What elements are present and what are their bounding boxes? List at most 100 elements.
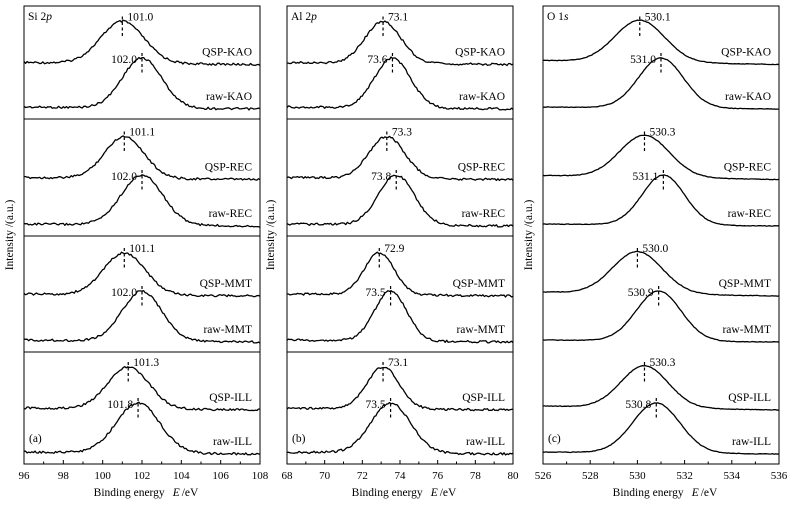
series-label: QSP-REC xyxy=(724,162,772,174)
peak-value-label: 102.0 xyxy=(111,54,137,66)
spectrum-line-qsp-ill xyxy=(286,366,514,412)
series-label: raw-MMT xyxy=(203,324,252,336)
spectrum-line-qsp-kao xyxy=(543,19,780,66)
series-label: QSP-MMT xyxy=(453,278,505,290)
spectrum-line-raw-kao xyxy=(23,56,261,111)
peak-value-label: 73.6 xyxy=(367,54,387,66)
spectrum-line-qsp-ill xyxy=(543,364,780,411)
series-label: raw-ILL xyxy=(213,436,252,448)
peak-value-label: 102.0 xyxy=(111,171,137,183)
panel-title: Si 2p xyxy=(28,11,52,23)
x-tick-label: 534 xyxy=(724,470,741,482)
series-label: raw-REC xyxy=(462,208,506,220)
x-axis-label-text: Binding energy xyxy=(352,487,423,499)
panel-b: 68 70 72 74 76 78 80 Binding energy E/eV Intensit… xyxy=(265,5,520,499)
x-tick-label: 68 xyxy=(282,470,294,482)
series-label: QSP-MMT xyxy=(200,278,252,290)
spectrum-line-raw-rec xyxy=(23,174,261,228)
peak-value-label: 530.0 xyxy=(642,243,668,255)
spectrum-line-qsp-kao xyxy=(23,19,261,67)
y-axis-label: Intensity /(a.u.) xyxy=(4,200,16,271)
x-tick-label: 102 xyxy=(134,470,151,482)
series-label: QSP-MMT xyxy=(719,278,771,290)
spectrum-line-qsp-kao xyxy=(286,20,514,67)
spectrum-line-raw-rec xyxy=(542,174,779,227)
x-tick-label: 98 xyxy=(58,470,70,482)
panel-title-element: O 1 xyxy=(547,11,564,23)
x-tick-label: 526 xyxy=(535,470,552,482)
panel-title-orbital: p xyxy=(310,11,317,23)
spectrum-line-raw-mmt xyxy=(286,290,514,344)
peak-value-label: 531.1 xyxy=(632,171,658,183)
x-tick-label: 536 xyxy=(771,470,788,482)
peak-value-label: 101.3 xyxy=(133,357,159,369)
spectrum-line-qsp-mmt xyxy=(542,250,780,297)
spectrum-line-raw-kao xyxy=(542,57,779,110)
x-tick-label: 80 xyxy=(508,470,520,482)
x-tick-label: 104 xyxy=(173,470,190,482)
spectrum-line-qsp-rec xyxy=(286,135,514,182)
series-label: raw-KAO xyxy=(206,91,252,103)
x-axis-label-text: Binding energy xyxy=(94,487,165,499)
series-label: raw-REC xyxy=(209,208,253,220)
y-axis-label: Intensity /(a.u.) xyxy=(523,200,535,271)
peak-value-label: 73.1 xyxy=(388,12,408,24)
spectrum-line-raw-ill xyxy=(542,402,780,455)
x-tick-label: 530 xyxy=(629,470,646,482)
series-label: QSP-KAO xyxy=(721,47,771,59)
x-tick-label: 532 xyxy=(676,470,693,482)
panel-c: 526 528 530 532 534 536 Binding energy E/eV Inte… xyxy=(523,5,788,499)
x-tick-label: 108 xyxy=(252,470,269,482)
x-axis-label: Binding energy E/eV xyxy=(94,487,199,499)
series-label: raw-MMT xyxy=(722,324,771,336)
x-axis-label: Binding energy E/eV xyxy=(613,487,718,499)
series-label: raw-KAO xyxy=(459,91,505,103)
peak-value-label: 72.9 xyxy=(384,243,404,255)
peak-value-label: 530.3 xyxy=(649,127,675,139)
x-axis-label-symbol: E xyxy=(691,487,699,499)
peak-value-label: 530.9 xyxy=(628,287,654,299)
peak-value-label: 73.8 xyxy=(371,171,391,183)
panel-title-orbital: p xyxy=(45,11,52,23)
peak-value-label: 531.0 xyxy=(630,54,656,66)
series-label: QSP-ILL xyxy=(462,392,505,404)
peak-value-label: 73.3 xyxy=(392,127,412,139)
peak-value-label: 101.0 xyxy=(127,12,153,24)
x-tick-label: 106 xyxy=(212,470,229,482)
spectrum-line-qsp-mmt xyxy=(23,251,261,298)
spectrum-line-raw-rec xyxy=(286,174,514,228)
x-tick-label: 76 xyxy=(432,470,444,482)
spectrum-line-qsp-mmt xyxy=(287,251,514,298)
series-label: raw-ILL xyxy=(466,436,505,448)
panel-label: (c) xyxy=(548,433,561,445)
panel-a: 96 98 100 102 104 106 108 Binding energy E/eV Int… xyxy=(4,5,269,499)
peak-value-label: 73.1 xyxy=(388,357,408,369)
series-label: QSP-ILL xyxy=(728,392,771,404)
panel-title-element: Al 2 xyxy=(291,11,311,23)
series-label: QSP-REC xyxy=(458,162,506,174)
panel-label: (b) xyxy=(292,433,306,445)
panel-title: O 1s xyxy=(547,11,569,23)
spectrum-line-raw-kao xyxy=(286,56,514,111)
series-label: raw-ILL xyxy=(732,436,771,448)
x-tick-label: 96 xyxy=(19,470,31,482)
x-tick-label: 72 xyxy=(357,470,368,482)
x-axis-label-symbol: E xyxy=(430,487,438,499)
peak-value-label: 73.5 xyxy=(365,287,385,299)
peak-value-label: 530.8 xyxy=(625,399,651,411)
spectrum-line-qsp-ill xyxy=(23,365,261,412)
x-axis-label-symbol: E xyxy=(172,487,180,499)
spectrum-line-raw-mmt xyxy=(542,290,780,343)
panel-title-element: Si 2 xyxy=(28,11,46,23)
x-tick-label: 74 xyxy=(395,470,407,482)
x-tick-label: 100 xyxy=(94,470,111,482)
peak-value-label: 530.3 xyxy=(649,357,675,369)
x-axis-label: Binding energy E/eV xyxy=(352,487,457,499)
spectrum-line-raw-mmt xyxy=(23,289,261,344)
peak-value-label: 73.5 xyxy=(365,399,385,411)
series-label: QSP-KAO xyxy=(202,47,252,59)
panel-title-orbital: s xyxy=(564,11,569,23)
x-axis-label-unit: /eV xyxy=(701,487,718,499)
peak-value-label: 102.0 xyxy=(111,287,137,299)
